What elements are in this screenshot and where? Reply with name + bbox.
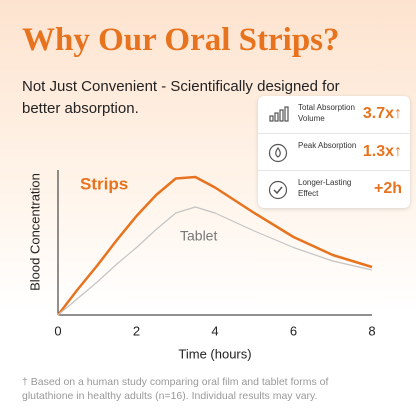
series-label: Tablet — [180, 228, 217, 244]
metric-value: 3.7x↑ — [362, 105, 402, 122]
y-axis-label: Blood Concentration — [27, 173, 42, 291]
x-tick-label: 2 — [133, 323, 140, 338]
metric-row: Total Absorption Volume 3.7x↑ — [258, 96, 410, 133]
metric-row: Peak Absorption 1.3x↑ — [258, 133, 410, 171]
metric-value: 1.3x↑ — [362, 143, 402, 160]
subtitle: Not Just Convenient - Scientifically des… — [22, 78, 340, 117]
x-tick-label: 4 — [211, 323, 218, 338]
metric-label: Total Absorption Volume — [298, 103, 355, 123]
icon — [268, 143, 288, 163]
x-tick-label: 6 — [290, 323, 297, 338]
x-tick-label: 0 — [54, 323, 61, 338]
footnote: † Based on a human study comparing oral … — [22, 376, 329, 402]
metric-label: Peak Absorption — [298, 141, 357, 150]
metrics-card: Total Absorption Volume 3.7x↑ Peak Absor… — [258, 96, 410, 208]
series-line — [57, 175, 373, 316]
metric-label: Longer-Lasting Effect — [298, 178, 352, 198]
icon — [269, 106, 289, 122]
x-axis-label: Time (hours) — [178, 346, 251, 361]
series-line — [57, 206, 373, 316]
icon — [268, 180, 288, 200]
title: Why Our Oral Strips? — [22, 22, 340, 58]
x-tick-label: 8 — [368, 323, 375, 338]
metric-value: +2h — [373, 180, 402, 197]
metric-row: Longer-Lasting Effect +2h — [258, 170, 410, 208]
series-label: Strips — [80, 174, 128, 193]
